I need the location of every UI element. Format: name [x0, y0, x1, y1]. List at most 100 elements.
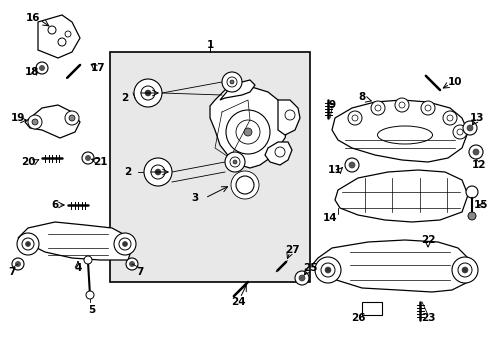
Text: 19: 19 [11, 113, 25, 123]
Circle shape [294, 271, 308, 285]
Circle shape [143, 158, 172, 186]
Text: 16: 16 [26, 13, 40, 23]
FancyBboxPatch shape [110, 52, 309, 282]
Circle shape [314, 257, 340, 283]
Circle shape [122, 242, 127, 247]
Polygon shape [18, 222, 132, 260]
Circle shape [452, 125, 466, 139]
Text: 3: 3 [191, 193, 198, 203]
Text: 10: 10 [447, 77, 461, 87]
Text: 2: 2 [124, 167, 131, 177]
Circle shape [129, 261, 134, 266]
Text: 17: 17 [90, 63, 105, 73]
Circle shape [420, 101, 434, 115]
Circle shape [285, 110, 294, 120]
Polygon shape [38, 15, 80, 58]
Circle shape [141, 86, 155, 100]
Circle shape [69, 115, 75, 121]
Circle shape [232, 160, 237, 164]
Circle shape [472, 149, 478, 155]
Circle shape [462, 121, 476, 135]
Circle shape [65, 31, 71, 37]
Circle shape [456, 129, 462, 135]
Circle shape [274, 147, 285, 157]
Text: 7: 7 [136, 267, 143, 277]
Circle shape [230, 171, 259, 199]
Circle shape [86, 291, 94, 299]
Text: 18: 18 [25, 67, 39, 77]
Circle shape [466, 125, 472, 131]
Circle shape [345, 158, 358, 172]
Text: 1: 1 [206, 40, 213, 50]
Polygon shape [278, 100, 299, 135]
Circle shape [398, 102, 404, 108]
Circle shape [12, 258, 24, 270]
Circle shape [151, 165, 164, 179]
Circle shape [320, 263, 334, 277]
Circle shape [126, 258, 138, 270]
Text: 6: 6 [51, 200, 59, 210]
Text: 27: 27 [284, 245, 299, 255]
Text: 7: 7 [8, 267, 16, 277]
Text: 13: 13 [469, 113, 483, 123]
Circle shape [48, 26, 56, 34]
Circle shape [36, 62, 48, 74]
Circle shape [40, 66, 44, 71]
Circle shape [28, 115, 42, 129]
Circle shape [155, 169, 161, 175]
Circle shape [236, 176, 253, 194]
Text: 8: 8 [358, 92, 365, 102]
Circle shape [229, 80, 234, 84]
Text: 11: 11 [327, 165, 342, 175]
Text: 12: 12 [471, 160, 485, 170]
Text: 24: 24 [230, 297, 245, 307]
Text: 20: 20 [20, 157, 35, 167]
Text: 5: 5 [88, 305, 96, 315]
Circle shape [222, 72, 242, 92]
Circle shape [465, 186, 477, 198]
Circle shape [134, 79, 162, 107]
Circle shape [374, 105, 380, 111]
Circle shape [225, 110, 269, 154]
Circle shape [457, 263, 471, 277]
Circle shape [467, 212, 475, 220]
Circle shape [224, 152, 244, 172]
Circle shape [451, 257, 477, 283]
Polygon shape [220, 80, 254, 100]
Circle shape [370, 101, 384, 115]
Text: 2: 2 [121, 93, 128, 103]
Circle shape [65, 111, 79, 125]
Circle shape [351, 115, 357, 121]
Circle shape [226, 77, 237, 87]
Circle shape [25, 242, 30, 247]
Circle shape [348, 162, 354, 168]
Circle shape [22, 238, 34, 250]
Text: 22: 22 [420, 235, 434, 245]
Circle shape [114, 233, 136, 255]
Circle shape [347, 111, 361, 125]
Text: 21: 21 [93, 157, 107, 167]
Circle shape [82, 152, 94, 164]
Polygon shape [264, 142, 291, 165]
Circle shape [85, 156, 90, 161]
Polygon shape [209, 85, 287, 168]
Circle shape [325, 267, 330, 273]
Text: 14: 14 [322, 213, 337, 223]
Circle shape [16, 261, 20, 266]
Circle shape [298, 275, 305, 281]
Text: 26: 26 [350, 313, 365, 323]
Circle shape [119, 238, 131, 250]
Polygon shape [25, 105, 80, 138]
Polygon shape [361, 302, 381, 315]
Circle shape [394, 98, 408, 112]
Circle shape [461, 267, 467, 273]
Text: 25: 25 [302, 263, 317, 273]
Polygon shape [334, 170, 467, 222]
Circle shape [229, 157, 240, 167]
Circle shape [17, 233, 39, 255]
Circle shape [244, 128, 251, 136]
Circle shape [468, 145, 482, 159]
Circle shape [424, 105, 430, 111]
Text: 23: 23 [420, 313, 434, 323]
Circle shape [32, 119, 38, 125]
